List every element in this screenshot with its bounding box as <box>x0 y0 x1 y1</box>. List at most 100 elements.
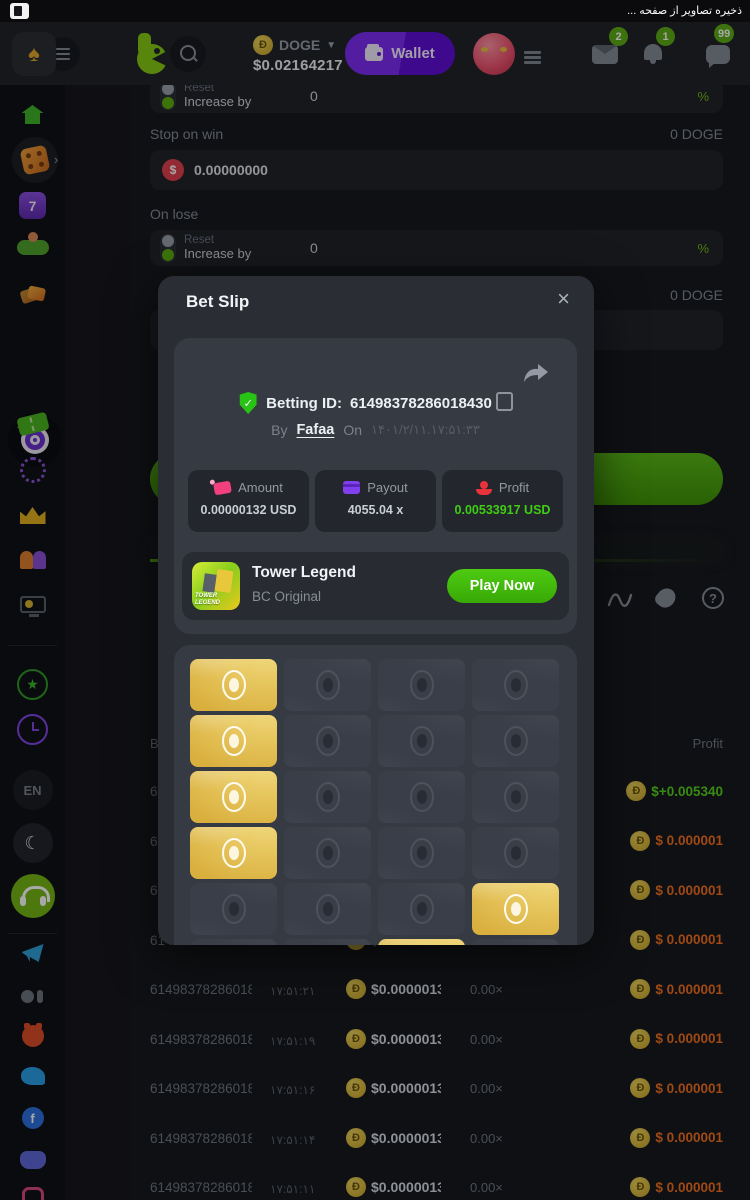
social-instagram[interactable] <box>0 1187 65 1200</box>
share-icon[interactable] <box>523 362 549 391</box>
social-telegram[interactable] <box>0 944 65 962</box>
history-row[interactable]: 61498378286018 ۱۷:۵۱:۱۹ Ð$0.00000132 0.00× Ð… <box>150 1027 723 1055</box>
language-label: EN <box>12 770 53 810</box>
account-menu-icon[interactable] <box>524 51 541 64</box>
mail-icon[interactable] <box>592 45 618 64</box>
egg-icon <box>409 838 434 868</box>
egg-icon <box>221 726 246 756</box>
copy-icon[interactable] <box>495 391 513 411</box>
doge-coin-icon: Ð <box>630 1127 651 1148</box>
bell-icon[interactable] <box>644 44 662 64</box>
tower-tile-hidden <box>378 659 465 711</box>
theme-toggle[interactable]: ☾ <box>0 823 65 863</box>
support-button[interactable] <box>0 874 65 918</box>
on-win-value[interactable]: 0 <box>310 88 318 104</box>
egg-icon <box>409 726 434 756</box>
topbar-title: ذخیره تصاویر از صفحه ... <box>627 5 742 17</box>
stop-on-lose-balance: 0 DOGE <box>670 287 723 303</box>
stat-amount: Amount 0.00000132 USD <box>188 470 309 532</box>
history-profit: Ð $ 0.000001 <box>630 929 723 950</box>
tower-tile-hidden <box>284 715 371 767</box>
tower-tile-hidden <box>472 827 559 879</box>
stop-on-win-input[interactable]: $ 0.00000000 <box>150 150 723 190</box>
wreath-icon <box>19 457 46 483</box>
social-medium[interactable] <box>0 990 65 1003</box>
language-button[interactable]: EN <box>0 770 65 810</box>
social-twitter[interactable] <box>0 1067 65 1085</box>
history-multiplier: 0.00× <box>470 1180 503 1195</box>
tower-tile-revealed <box>190 715 277 767</box>
tower-tile-hidden <box>284 771 371 823</box>
toggle-switch-icon <box>160 233 176 263</box>
doge-coin-icon: Ð <box>253 35 273 55</box>
facebook-icon: f <box>21 1107 44 1129</box>
history-amount: Ð$0.00000132 <box>346 1078 441 1098</box>
bet-datetime: ۱۴۰۱/۲/۱۱.۱۷:۵۱:۳۳ <box>371 422 480 437</box>
cash-icon <box>213 480 233 495</box>
egg-icon <box>221 670 246 700</box>
chat-icon[interactable] <box>706 45 730 64</box>
history-time: ۱۷:۵۱:۱۹ <box>270 1033 316 1048</box>
on-lose-row: Reset Increase by 0 % <box>150 230 723 266</box>
doge-coin-icon: Ð <box>630 1028 651 1049</box>
wallet-button[interactable]: Wallet <box>345 32 455 75</box>
casino-spade-button[interactable]: ♠ <box>12 32 56 76</box>
sidebar-item-rewards[interactable]: ★ <box>0 669 65 700</box>
doge-coin-icon: Ð <box>346 1028 366 1049</box>
sidebar-item-home[interactable] <box>0 105 65 124</box>
sidebar-item-wreath[interactable] <box>0 457 65 483</box>
duel-ghosts-icon <box>19 551 47 570</box>
sidebar-item-affiliate[interactable] <box>0 596 65 617</box>
social-discord[interactable] <box>0 1151 65 1169</box>
on-lose-toggle[interactable]: Reset Increase by <box>150 233 251 263</box>
trends-icon[interactable] <box>607 588 633 612</box>
increase-by-label: Increase by <box>184 94 252 110</box>
history-profit: Ð $ 0.000001 <box>630 830 723 851</box>
tower-result-card <box>174 645 577 945</box>
bc-logo[interactable] <box>133 32 171 76</box>
social-facebook[interactable]: f <box>0 1107 65 1129</box>
screenshot-icon[interactable] <box>10 3 29 19</box>
play-now-button[interactable]: Play Now <box>447 569 557 603</box>
history-bet-id: 61498378286018 <box>150 1180 252 1195</box>
star-rewards-icon: ★ <box>17 669 48 700</box>
bet-info-card: ✓ Betting ID: 61498378286018430 By Fafaa… <box>174 338 577 634</box>
currency-balance: $0.02164217 <box>253 57 343 74</box>
sidebar-item-live-casino[interactable] <box>0 232 65 255</box>
on-label: On <box>343 422 363 438</box>
history-row[interactable]: 61498378286018 ۱۷:۵۱:۱۴ Ð$0.00000132 0.00× Ð… <box>150 1126 723 1154</box>
chevron-right-icon[interactable]: › <box>54 152 59 167</box>
history-multiplier: 0.00× <box>470 1130 503 1146</box>
on-win-toggle[interactable]: Reset Increase by <box>150 81 251 111</box>
egg-icon <box>315 726 340 756</box>
history-row[interactable]: 61498378286018 ۱۷:۵۱:۲۱ Ð$0.00000132 0.00× Ð… <box>150 977 723 1005</box>
history-row[interactable]: 61498378286018 ۱۷:۵۱:۱۱ Ð$0.00000132 0.00× Ð… <box>150 1175 723 1200</box>
spade-icon: ♠ <box>28 41 40 66</box>
tower-tile-hidden <box>378 883 465 935</box>
egg-icon <box>503 670 528 700</box>
currency-selector[interactable]: Ð DOGE ▼ $0.02164217 <box>253 35 343 74</box>
egg-icon <box>315 838 340 868</box>
sidebar-item-recent[interactable] <box>0 714 65 745</box>
wallet-icon <box>365 43 384 61</box>
sidebar-item-vip[interactable] <box>0 507 65 524</box>
social-github[interactable] <box>0 1023 65 1047</box>
close-icon[interactable]: × <box>557 286 570 311</box>
sidebar-item-casino[interactable] <box>12 137 58 183</box>
bet-meta-row: By Fafaa On ۱۴۰۱/۲/۱۱.۱۷:۵۱:۳۳ <box>174 422 577 438</box>
browser-topbar: ذخیره تصاویر از صفحه ... <box>0 0 750 22</box>
game-title: Tower Legend <box>252 564 356 581</box>
history-amount: Ð$0.00000132 <box>346 1028 441 1049</box>
on-lose-value[interactable]: 0 <box>310 240 318 256</box>
sidebar-item-slots[interactable]: 7 <box>0 192 65 219</box>
search-button[interactable] <box>170 36 206 72</box>
username-link[interactable]: Fafaa <box>296 422 335 438</box>
help-icon[interactable]: ? <box>702 587 724 609</box>
user-avatar[interactable] <box>473 33 515 75</box>
sidebar-item-duels[interactable] <box>0 551 65 570</box>
main-sidebar: › 7 ✦ ★ EN ☾ f <box>0 85 65 1200</box>
doge-coin-icon: Ð <box>346 1127 366 1148</box>
betting-id-row: ✓ Betting ID: 61498378286018430 <box>174 391 577 414</box>
doge-coin-icon: Ð <box>630 929 651 950</box>
history-row[interactable]: 61498378286018 ۱۷:۵۱:۱۶ Ð$0.00000132 0.00× Ð… <box>150 1076 723 1104</box>
